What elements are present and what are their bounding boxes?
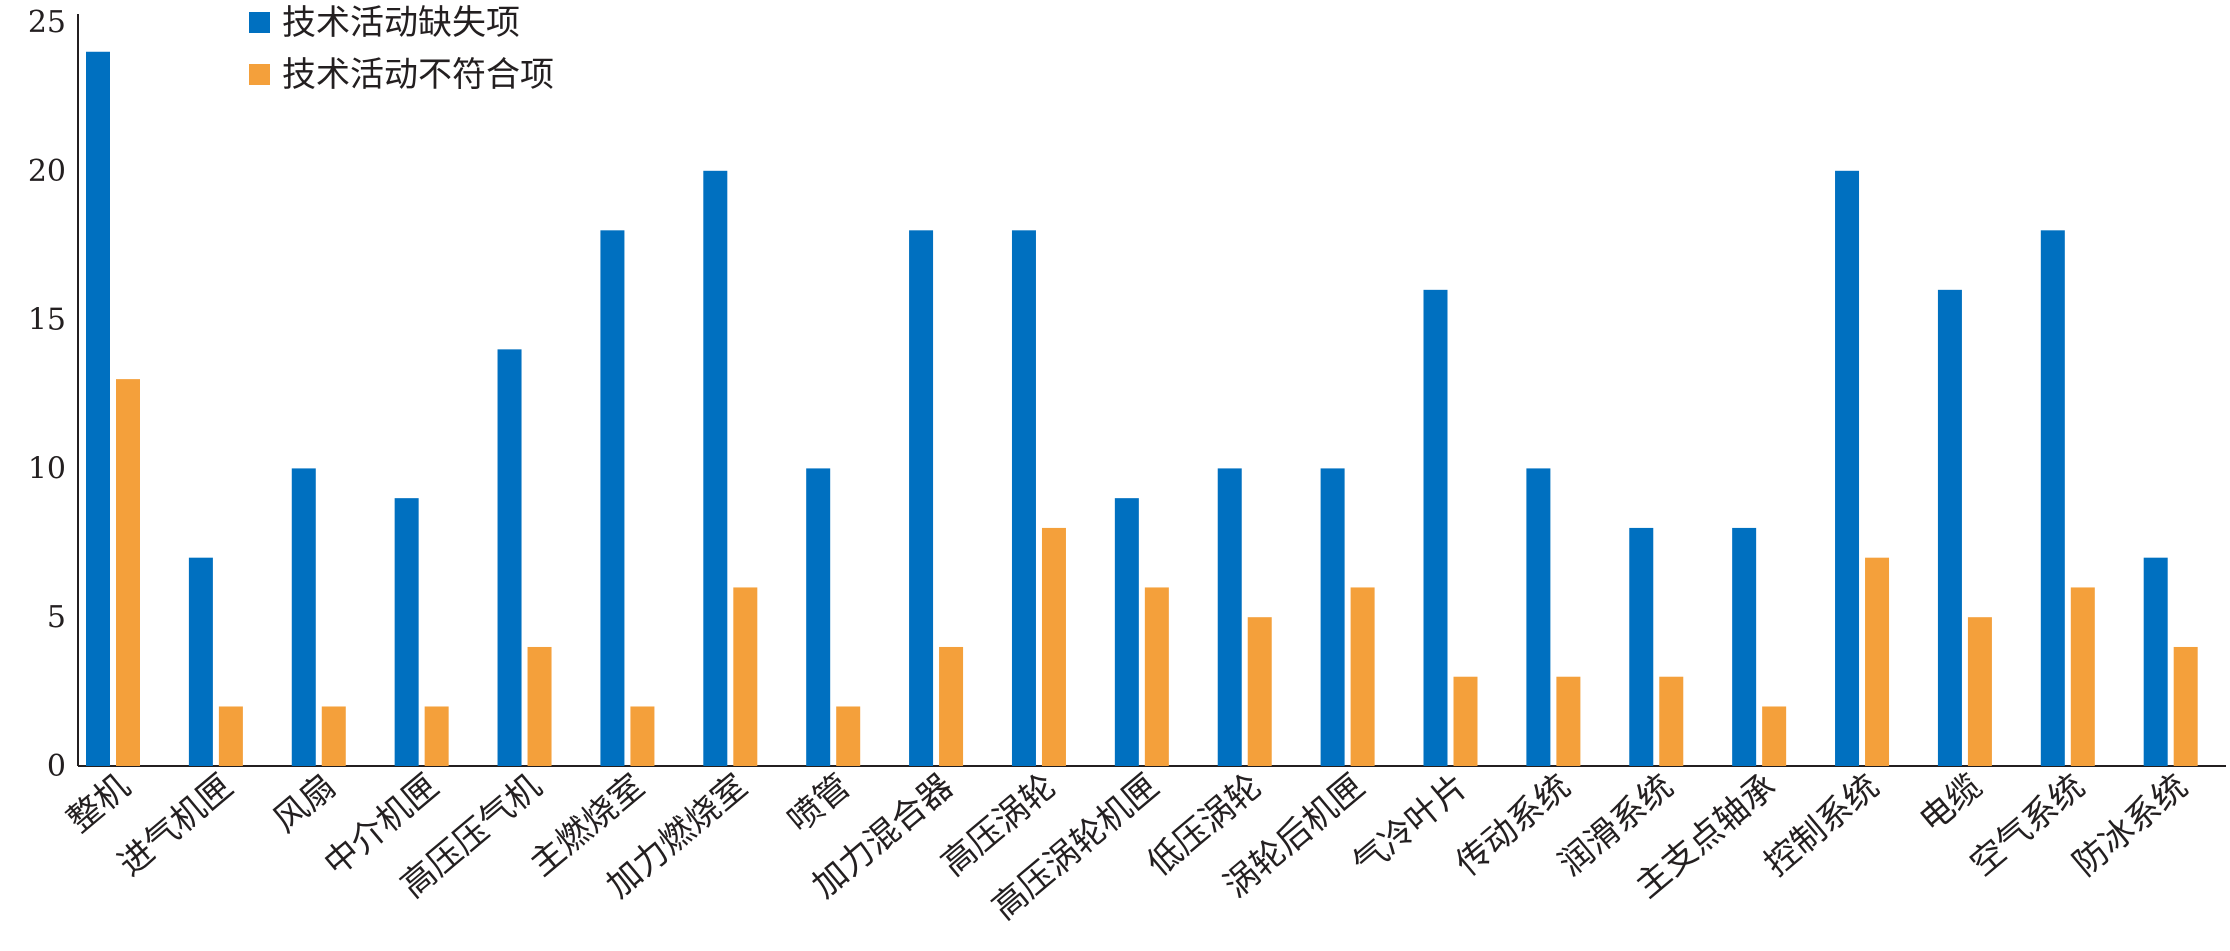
bar-nonconforming — [1865, 557, 1890, 766]
bar-nonconforming — [1967, 617, 1992, 766]
y-tick-labels: 0 5 10 15 20 25 — [28, 5, 66, 784]
bar-nonconforming — [424, 706, 449, 766]
y-tick-label: 20 — [28, 154, 66, 189]
bar-nonconforming — [939, 646, 964, 766]
y-tick-label: 10 — [28, 451, 66, 486]
bar-nonconforming — [527, 646, 552, 766]
bar-missing — [291, 468, 316, 766]
bar-missing — [1732, 527, 1757, 766]
bar-missing — [188, 557, 213, 766]
bar-nonconforming — [321, 706, 346, 766]
bar-missing — [497, 349, 522, 766]
bar-nonconforming — [733, 587, 758, 766]
legend-swatch — [249, 64, 270, 85]
bar-nonconforming — [1247, 617, 1272, 766]
y-tick-label: 25 — [28, 5, 66, 40]
legend-label: 技术活动不符合项 — [282, 55, 554, 95]
bar-nonconforming — [1453, 676, 1478, 766]
bar-nonconforming — [630, 706, 655, 766]
bar-missing — [1320, 468, 1345, 766]
bar-missing — [1937, 289, 1962, 766]
bar-missing — [2143, 557, 2168, 766]
bar-nonconforming — [218, 706, 243, 766]
x-category-label: 空气系统 — [1963, 766, 2093, 884]
bar-missing — [600, 230, 625, 766]
x-category-label: 气冷叶片 — [1345, 766, 1475, 884]
x-category-label: 电缆 — [1912, 766, 1990, 840]
legend-label: 技术活动缺失项 — [282, 3, 520, 43]
bar-missing — [1423, 289, 1448, 766]
bar-missing — [1629, 527, 1654, 766]
bar-nonconforming — [116, 379, 140, 766]
bar-missing — [1217, 468, 1242, 766]
bar-missing — [806, 468, 831, 766]
bar-missing — [703, 170, 728, 767]
x-category-label: 防冰系统 — [2066, 766, 2196, 884]
bar-nonconforming — [1041, 527, 1066, 766]
bar-nonconforming — [1762, 706, 1787, 766]
x-category-label: 控制系统 — [1757, 766, 1887, 884]
bar-missing — [909, 230, 934, 766]
x-category-label: 传动系统 — [1448, 766, 1578, 884]
bar-nonconforming — [1659, 676, 1684, 766]
bars — [86, 51, 2198, 767]
bar-nonconforming — [836, 706, 861, 766]
x-category-label: 风扇 — [266, 766, 344, 840]
bar-missing — [1835, 170, 1860, 767]
y-tick-label: 15 — [28, 303, 66, 338]
bar-nonconforming — [1144, 587, 1169, 766]
y-tick-label: 5 — [47, 600, 66, 635]
y-tick-label: 0 — [47, 749, 66, 784]
bar-missing — [1011, 230, 1036, 766]
bar-nonconforming — [2173, 646, 2198, 766]
bar-missing — [2040, 230, 2065, 766]
bar-nonconforming — [2070, 587, 2095, 766]
bar-nonconforming — [1350, 587, 1375, 766]
bar-nonconforming — [1556, 676, 1581, 766]
bar-missing — [1526, 468, 1551, 766]
x-category-label: 整机 — [60, 766, 138, 840]
legend-swatch — [249, 12, 270, 33]
x-category-label: 喷管 — [780, 766, 858, 840]
bar-missing — [1114, 498, 1139, 766]
bar-missing — [86, 51, 110, 766]
bar-missing — [394, 498, 419, 766]
x-category-label: 进气机匣 — [111, 766, 241, 884]
